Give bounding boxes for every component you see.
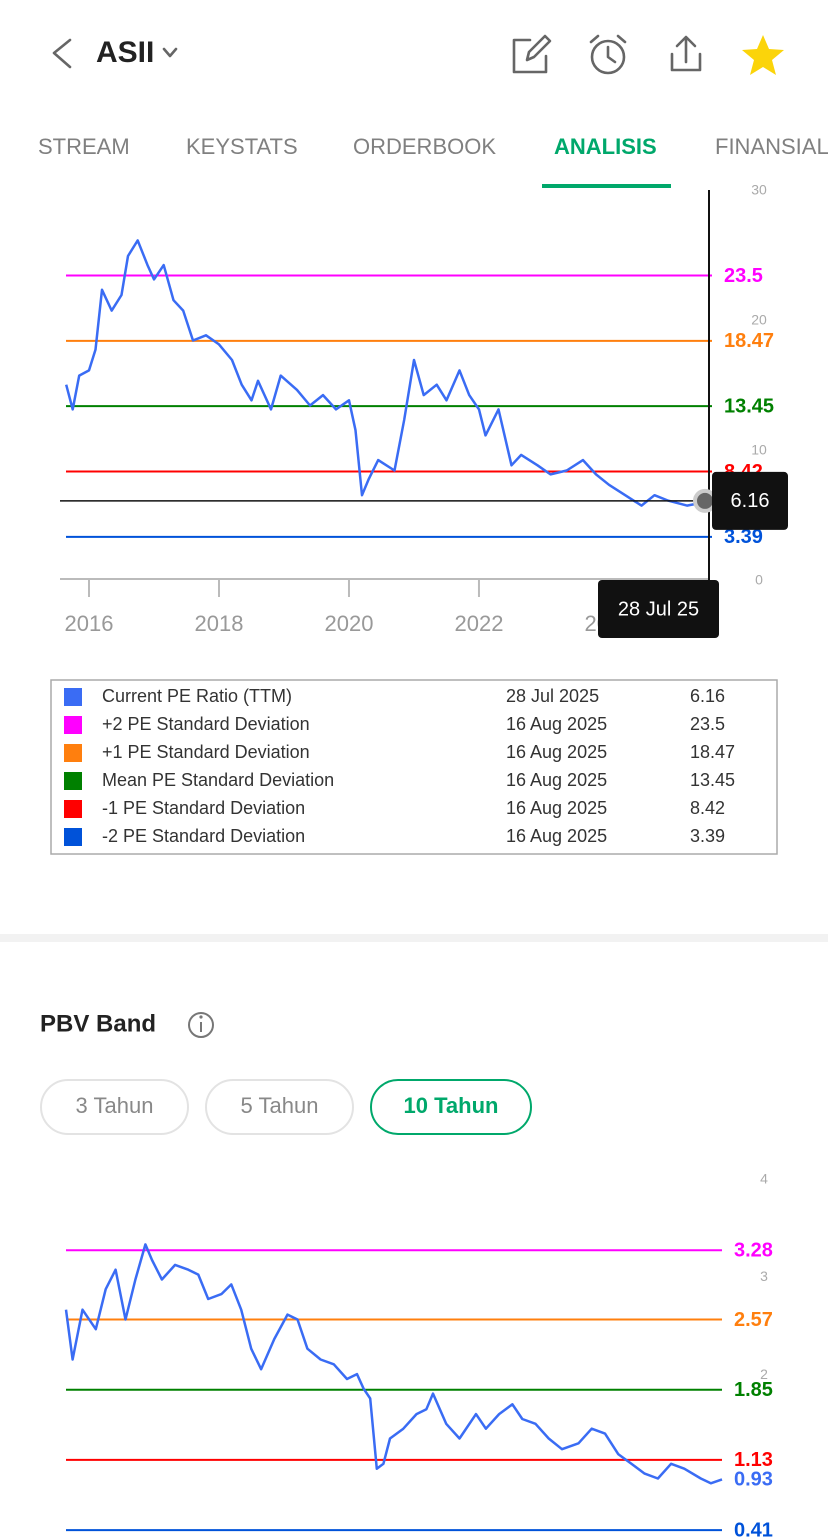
tab[interactable]: ORDERBOOK [353, 134, 496, 159]
current-value-label: 0.93 [734, 1469, 773, 1491]
edit-icon[interactable] [512, 34, 552, 74]
x-tick-label: 2018 [195, 611, 244, 636]
legend-date: 16 Aug 2025 [506, 714, 607, 734]
back-button[interactable] [52, 38, 72, 69]
legend-date: 16 Aug 2025 [506, 770, 607, 790]
tab[interactable]: KEYSTATS [186, 134, 298, 159]
band-label: 3.39 [724, 526, 763, 548]
legend-box [50, 679, 778, 855]
legend-date: 16 Aug 2025 [506, 798, 607, 818]
legend-value: 3.39 [690, 826, 725, 846]
legend-swatch [64, 772, 82, 790]
x-tick-label: 2020 [325, 611, 374, 636]
period-button[interactable] [40, 1079, 189, 1135]
tab[interactable]: ANALISIS [554, 134, 657, 159]
legend-name: +2 PE Standard Deviation [102, 714, 310, 734]
value-tooltip [712, 471, 788, 530]
ticker-dropdown[interactable] [162, 47, 178, 58]
x-tick-label: 2016 [65, 611, 114, 636]
legend-date: 28 Jul 2025 [506, 686, 599, 706]
legend-value: 6.16 [690, 686, 725, 706]
legend-date: 16 Aug 2025 [506, 826, 607, 846]
tab[interactable]: FINANSIAL [715, 134, 828, 159]
period-button-label: 5 Tahun [241, 1093, 319, 1118]
legend-swatch [64, 828, 82, 846]
legend-name: Mean PE Standard Deviation [102, 770, 334, 790]
legend-value: 18.47 [690, 742, 735, 762]
y-tick-label: 10 [751, 442, 767, 458]
y-tick-label: 0 [755, 572, 763, 588]
legend-name: +1 PE Standard Deviation [102, 742, 310, 762]
legend-swatch [64, 800, 82, 818]
series-line [64, 239, 712, 507]
legend-name: -2 PE Standard Deviation [102, 826, 305, 846]
legend-swatch [64, 744, 82, 762]
band-label: 23.5 [724, 265, 763, 287]
band-label: 1.85 [734, 1379, 773, 1401]
section-divider [0, 934, 828, 942]
tab[interactable]: STREAM [38, 134, 130, 159]
y-tick-label: 20 [751, 312, 767, 328]
alarm-icon[interactable] [589, 34, 627, 75]
favorite-star[interactable] [742, 35, 784, 75]
legend-date: 16 Aug 2025 [506, 742, 607, 762]
band-label: 1.13 [734, 1449, 773, 1471]
period-button[interactable] [205, 1079, 354, 1135]
band-label: 0.41 [734, 1519, 773, 1540]
legend-swatch [64, 688, 82, 706]
y-tick-label: 30 [751, 182, 767, 198]
period-button-label: 3 Tahun [76, 1093, 154, 1118]
info-icon[interactable] [188, 1012, 214, 1038]
band-label: 13.45 [724, 395, 774, 417]
legend-value: 13.45 [690, 770, 735, 790]
x-tick-label: 2022 [454, 611, 503, 636]
legend-name: Current PE Ratio (TTM) [102, 686, 292, 706]
band-label: 3.28 [734, 1240, 773, 1262]
y-tick-label: 2 [760, 1366, 768, 1382]
period-button[interactable] [370, 1079, 532, 1135]
legend-value: 23.5 [690, 714, 725, 734]
legend-name: -1 PE Standard Deviation [102, 798, 305, 818]
y-tick-label: 4 [760, 1171, 768, 1187]
tab-indicator [542, 184, 671, 188]
ticker: ASII [96, 36, 154, 69]
value-tooltip-text: 6.16 [731, 490, 770, 512]
legend-swatch [64, 716, 82, 734]
band-label: 2.57 [734, 1309, 773, 1331]
section-title: PBV Band [40, 1010, 156, 1037]
date-tooltip-text: 28 Jul 25 [618, 598, 699, 620]
series-line [64, 1243, 723, 1485]
band-label: 18.47 [724, 330, 774, 352]
share-icon[interactable] [670, 35, 702, 72]
period-button-label: 10 Tahun [404, 1093, 499, 1118]
legend-value: 8.42 [690, 798, 725, 818]
date-tooltip [598, 580, 719, 638]
y-tick-label: 3 [760, 1268, 768, 1284]
